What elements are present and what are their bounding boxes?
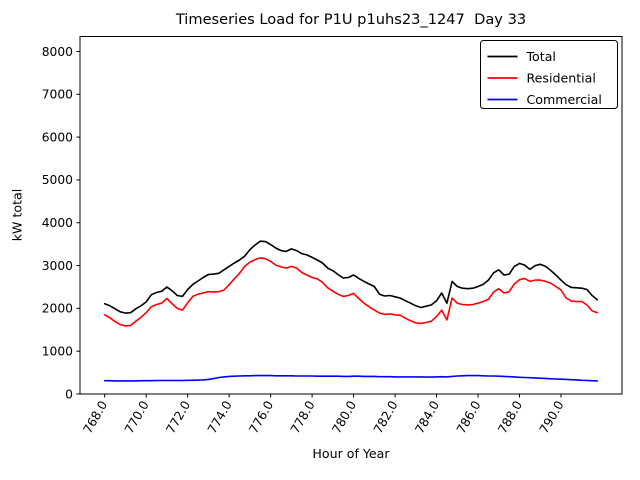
commercial-line	[103, 374, 599, 382]
axes-frame	[79, 36, 623, 395]
residential-line	[103, 257, 599, 327]
x-tick-label: 788.0	[495, 399, 525, 437]
x-tick-label: 776.0	[246, 399, 276, 437]
y-tick-label: 3000	[42, 259, 73, 273]
x-tick-label: 778.0	[288, 399, 318, 437]
y-tick-label: 4000	[42, 216, 73, 230]
x-axis-label: Hour of Year	[312, 446, 390, 461]
y-tick-label: 8000	[42, 45, 73, 59]
x-tick-label: 770.0	[122, 399, 152, 437]
x-tick-label: 774.0	[205, 399, 235, 437]
legend-frame	[480, 40, 618, 109]
x-tick-label: 768.0	[81, 399, 111, 437]
legend-label-total: Total	[526, 49, 556, 64]
legend-label-residential: Residential	[527, 71, 596, 86]
total-line	[103, 240, 599, 314]
x-tick-label: 782.0	[371, 399, 401, 437]
y-tick-label: 6000	[42, 130, 73, 144]
x-tick-label: 790.0	[537, 399, 567, 437]
chart-title: Timeseries Load for P1U p1uhs23_1247 Day…	[175, 11, 527, 28]
y-tick-label: 0	[65, 387, 73, 401]
x-tick-label: 786.0	[454, 399, 484, 437]
y-tick-label: 1000	[42, 344, 73, 358]
x-tick-label: 772.0	[164, 399, 194, 437]
x-tick-label: 784.0	[412, 399, 442, 437]
x-tick-label: 780.0	[329, 399, 359, 437]
legend-label-commercial: Commercial	[527, 92, 602, 107]
y-tick-label: 5000	[42, 173, 73, 187]
y-tick-label: 7000	[42, 88, 73, 102]
y-tick-label: 2000	[42, 302, 73, 316]
y-axis-label: kW total	[9, 188, 25, 242]
